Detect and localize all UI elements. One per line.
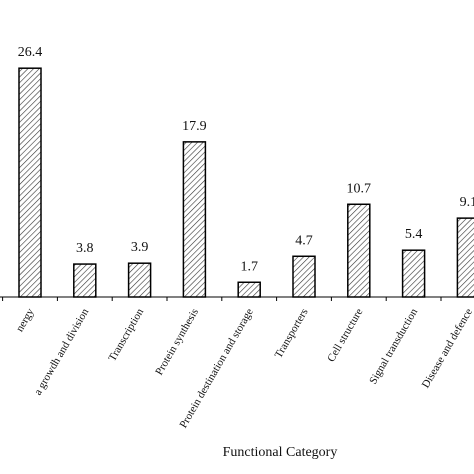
bar: [237, 281, 261, 298]
value-label: 4.7: [295, 233, 313, 248]
bar: [18, 67, 42, 298]
x-axis-label: Functional Category: [223, 445, 338, 460]
bar: [73, 263, 97, 298]
value-label: 1.7: [240, 259, 258, 274]
value-label: 3.8: [76, 241, 94, 256]
x-tick-label: Protein synthesis: [153, 307, 201, 378]
value-label: 17.9: [182, 119, 207, 134]
x-tick-label: Signal transduction: [367, 306, 420, 386]
x-tick-label: Transporters: [273, 307, 311, 361]
x-tick-label: nergy: [14, 306, 37, 334]
bar: [401, 249, 426, 298]
value-label: 9.1: [460, 195, 474, 210]
bar: [456, 217, 474, 298]
x-tick-label: Cell structure: [325, 306, 365, 364]
bar: [182, 141, 207, 298]
value-label: 5.4: [405, 227, 423, 242]
value-label: 26.4: [18, 45, 43, 60]
bar: [292, 255, 316, 298]
value-label: 10.7: [347, 181, 372, 196]
value-label: 3.9: [131, 240, 149, 255]
bar: [347, 203, 371, 298]
bar: [127, 262, 152, 298]
x-tick-label: a growdh and division: [32, 306, 92, 397]
x-tick-label: Disease and defence: [420, 306, 474, 390]
x-tick-label: Transcription: [106, 306, 146, 363]
